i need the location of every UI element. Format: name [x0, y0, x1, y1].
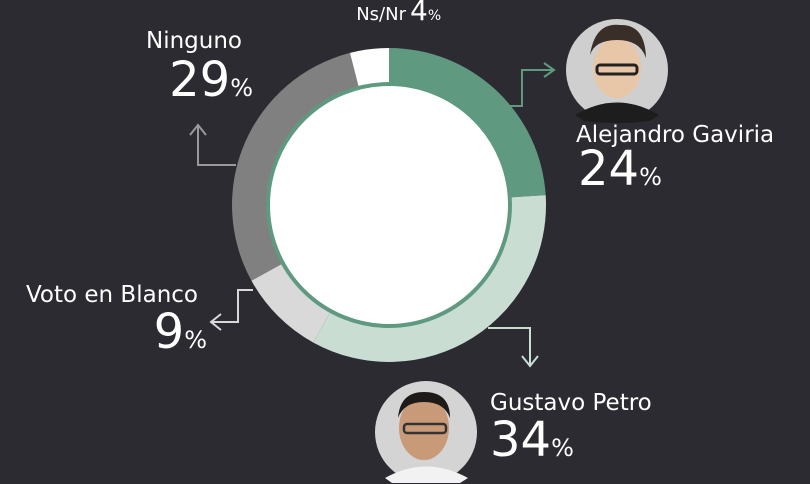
category-label: Ninguno: [146, 28, 242, 54]
chart: Alejandro Gaviria24%Gustavo Petro34%Voto…: [0, 0, 810, 484]
portrait: [375, 381, 477, 483]
donut-hole: [268, 84, 510, 326]
category-label: Ns/Nr: [356, 4, 406, 25]
face: [593, 38, 641, 98]
